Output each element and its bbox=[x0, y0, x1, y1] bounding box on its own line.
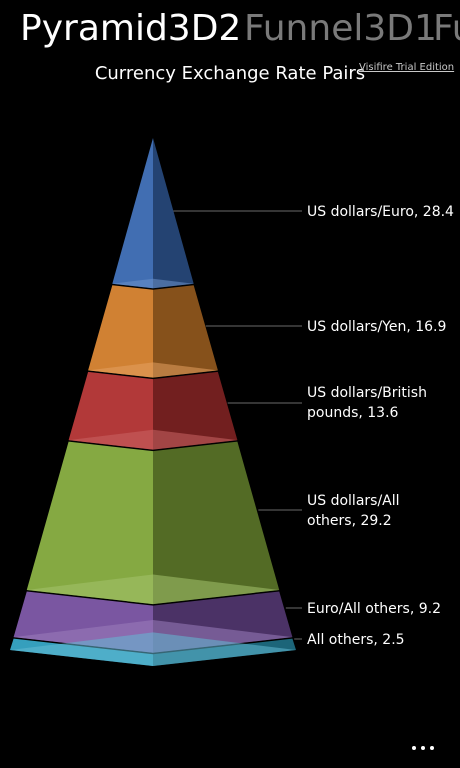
pyramid-segment-1-right-face[interactable] bbox=[153, 285, 218, 378]
pivot-header: Pyramid3D2 Funnel3D1 Fu bbox=[0, 0, 460, 60]
pyramid-segment-1-rim bbox=[88, 362, 218, 378]
pyramid-segment-0-rim bbox=[112, 278, 194, 289]
pyramid-segment-5-label: All others, 2.5 bbox=[307, 632, 405, 648]
pyramid-segment-5-rim bbox=[10, 632, 296, 666]
pyramid-segment-2-left-face[interactable] bbox=[68, 371, 153, 450]
pyramid-segment-0-right-face[interactable] bbox=[153, 138, 194, 289]
pivot-tab-next[interactable]: Fu bbox=[433, 8, 460, 49]
pyramid-segment-2-label: pounds, 13.6 bbox=[307, 405, 399, 421]
pyramid-segment-3-label: US dollars/All bbox=[307, 493, 400, 509]
pyramid-segment-0-label: US dollars/Euro, 28.4 bbox=[307, 204, 454, 220]
pivot-tab-funnel3d1[interactable]: Funnel3D1 bbox=[244, 8, 437, 49]
pyramid-segment-3-label: others, 29.2 bbox=[307, 513, 392, 529]
pyramid-segment-1-left-face[interactable] bbox=[88, 285, 153, 378]
pyramid-segment-2-rim bbox=[68, 429, 238, 450]
pivot-tab-pyramid3d2[interactable]: Pyramid3D2 bbox=[20, 8, 242, 49]
watermark-link[interactable]: Visifire Trial Edition bbox=[359, 62, 455, 73]
pyramid-segment-4-label: Euro/All others, 9.2 bbox=[307, 601, 441, 617]
pyramid-segment-0-left-face[interactable] bbox=[112, 138, 153, 289]
pyramid-segment-2-right-face[interactable] bbox=[153, 371, 238, 450]
pyramid-segment-3-left-face[interactable] bbox=[26, 441, 154, 605]
app-bar-more-button[interactable] bbox=[410, 740, 440, 756]
pyramid-segment-3-right-face[interactable] bbox=[153, 441, 280, 605]
pyramid-segment-3-rim bbox=[26, 574, 280, 605]
chart-title: Currency Exchange Rate Pairs bbox=[94, 63, 366, 84]
pyramid-segment-1-label: US dollars/Yen, 16.9 bbox=[307, 319, 446, 335]
pyramid-segment-2-label: US dollars/British bbox=[307, 385, 427, 401]
